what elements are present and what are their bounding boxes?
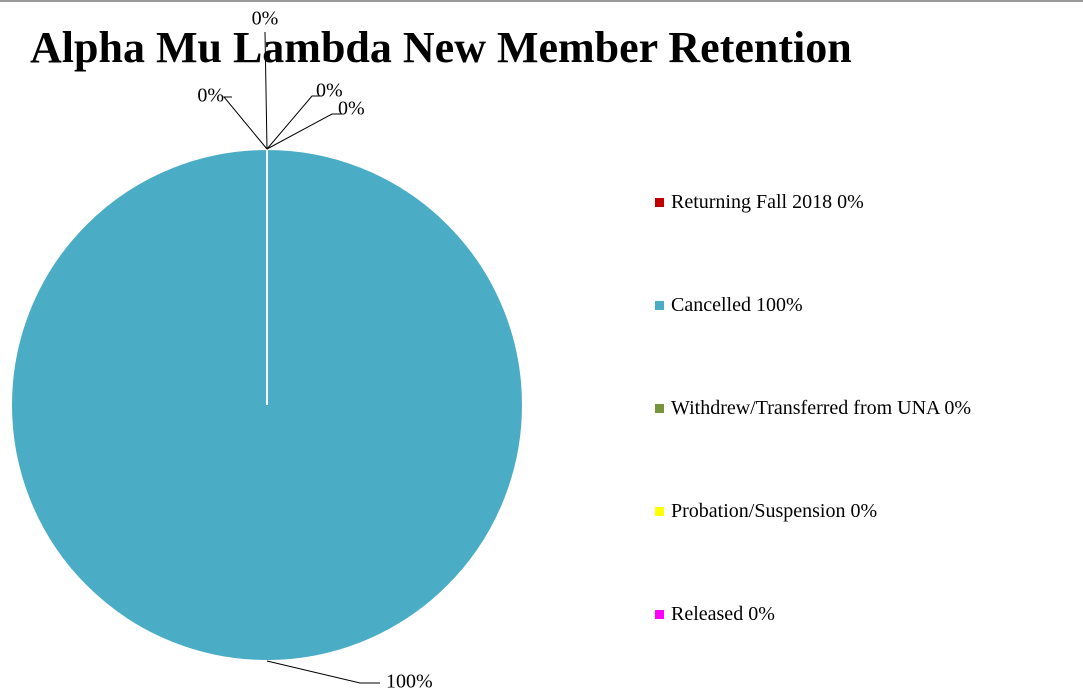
legend-swatch: [655, 610, 664, 619]
leader-line: [266, 113, 342, 150]
legend-name: Returning Fall 2018: [671, 191, 832, 213]
legend-swatch: [655, 404, 664, 413]
legend-entry: Cancelled 100%: [671, 294, 803, 316]
leader-line: [266, 95, 322, 150]
legend-entry: Probation/Suspension 0%: [671, 500, 877, 522]
legend-value: 0%: [837, 191, 864, 213]
data-label: 0%: [252, 8, 279, 30]
leader-line: [264, 31, 268, 150]
legend-value: 0%: [748, 603, 775, 625]
legend-entry: Withdrew/Transferred from UNA 0%: [671, 397, 971, 419]
data-label: 0%: [316, 80, 343, 102]
legend-name: Probation/Suspension: [671, 500, 845, 522]
leader-line: [222, 96, 268, 150]
legend-name: Released: [671, 603, 743, 625]
legend-swatch: [655, 507, 664, 516]
legend-entry: Returning Fall 2018 0%: [671, 191, 864, 213]
legend-value: 0%: [944, 397, 971, 419]
data-label: 100%: [386, 671, 433, 692]
leader-line: [266, 660, 380, 684]
legend-swatch: [655, 301, 664, 310]
legend-value: 100%: [756, 294, 803, 316]
legend-name: Cancelled: [671, 294, 751, 316]
chart-title: Alpha Mu Lambda New Member Retention: [30, 23, 852, 72]
data-label: 0%: [338, 98, 365, 120]
legend-value: 0%: [850, 500, 877, 522]
legend-name: Withdrew/Transferred from UNA: [671, 397, 941, 419]
data-label: 0%: [197, 85, 224, 107]
legend-swatch: [655, 198, 664, 207]
legend-entry: Released 0%: [671, 603, 775, 625]
